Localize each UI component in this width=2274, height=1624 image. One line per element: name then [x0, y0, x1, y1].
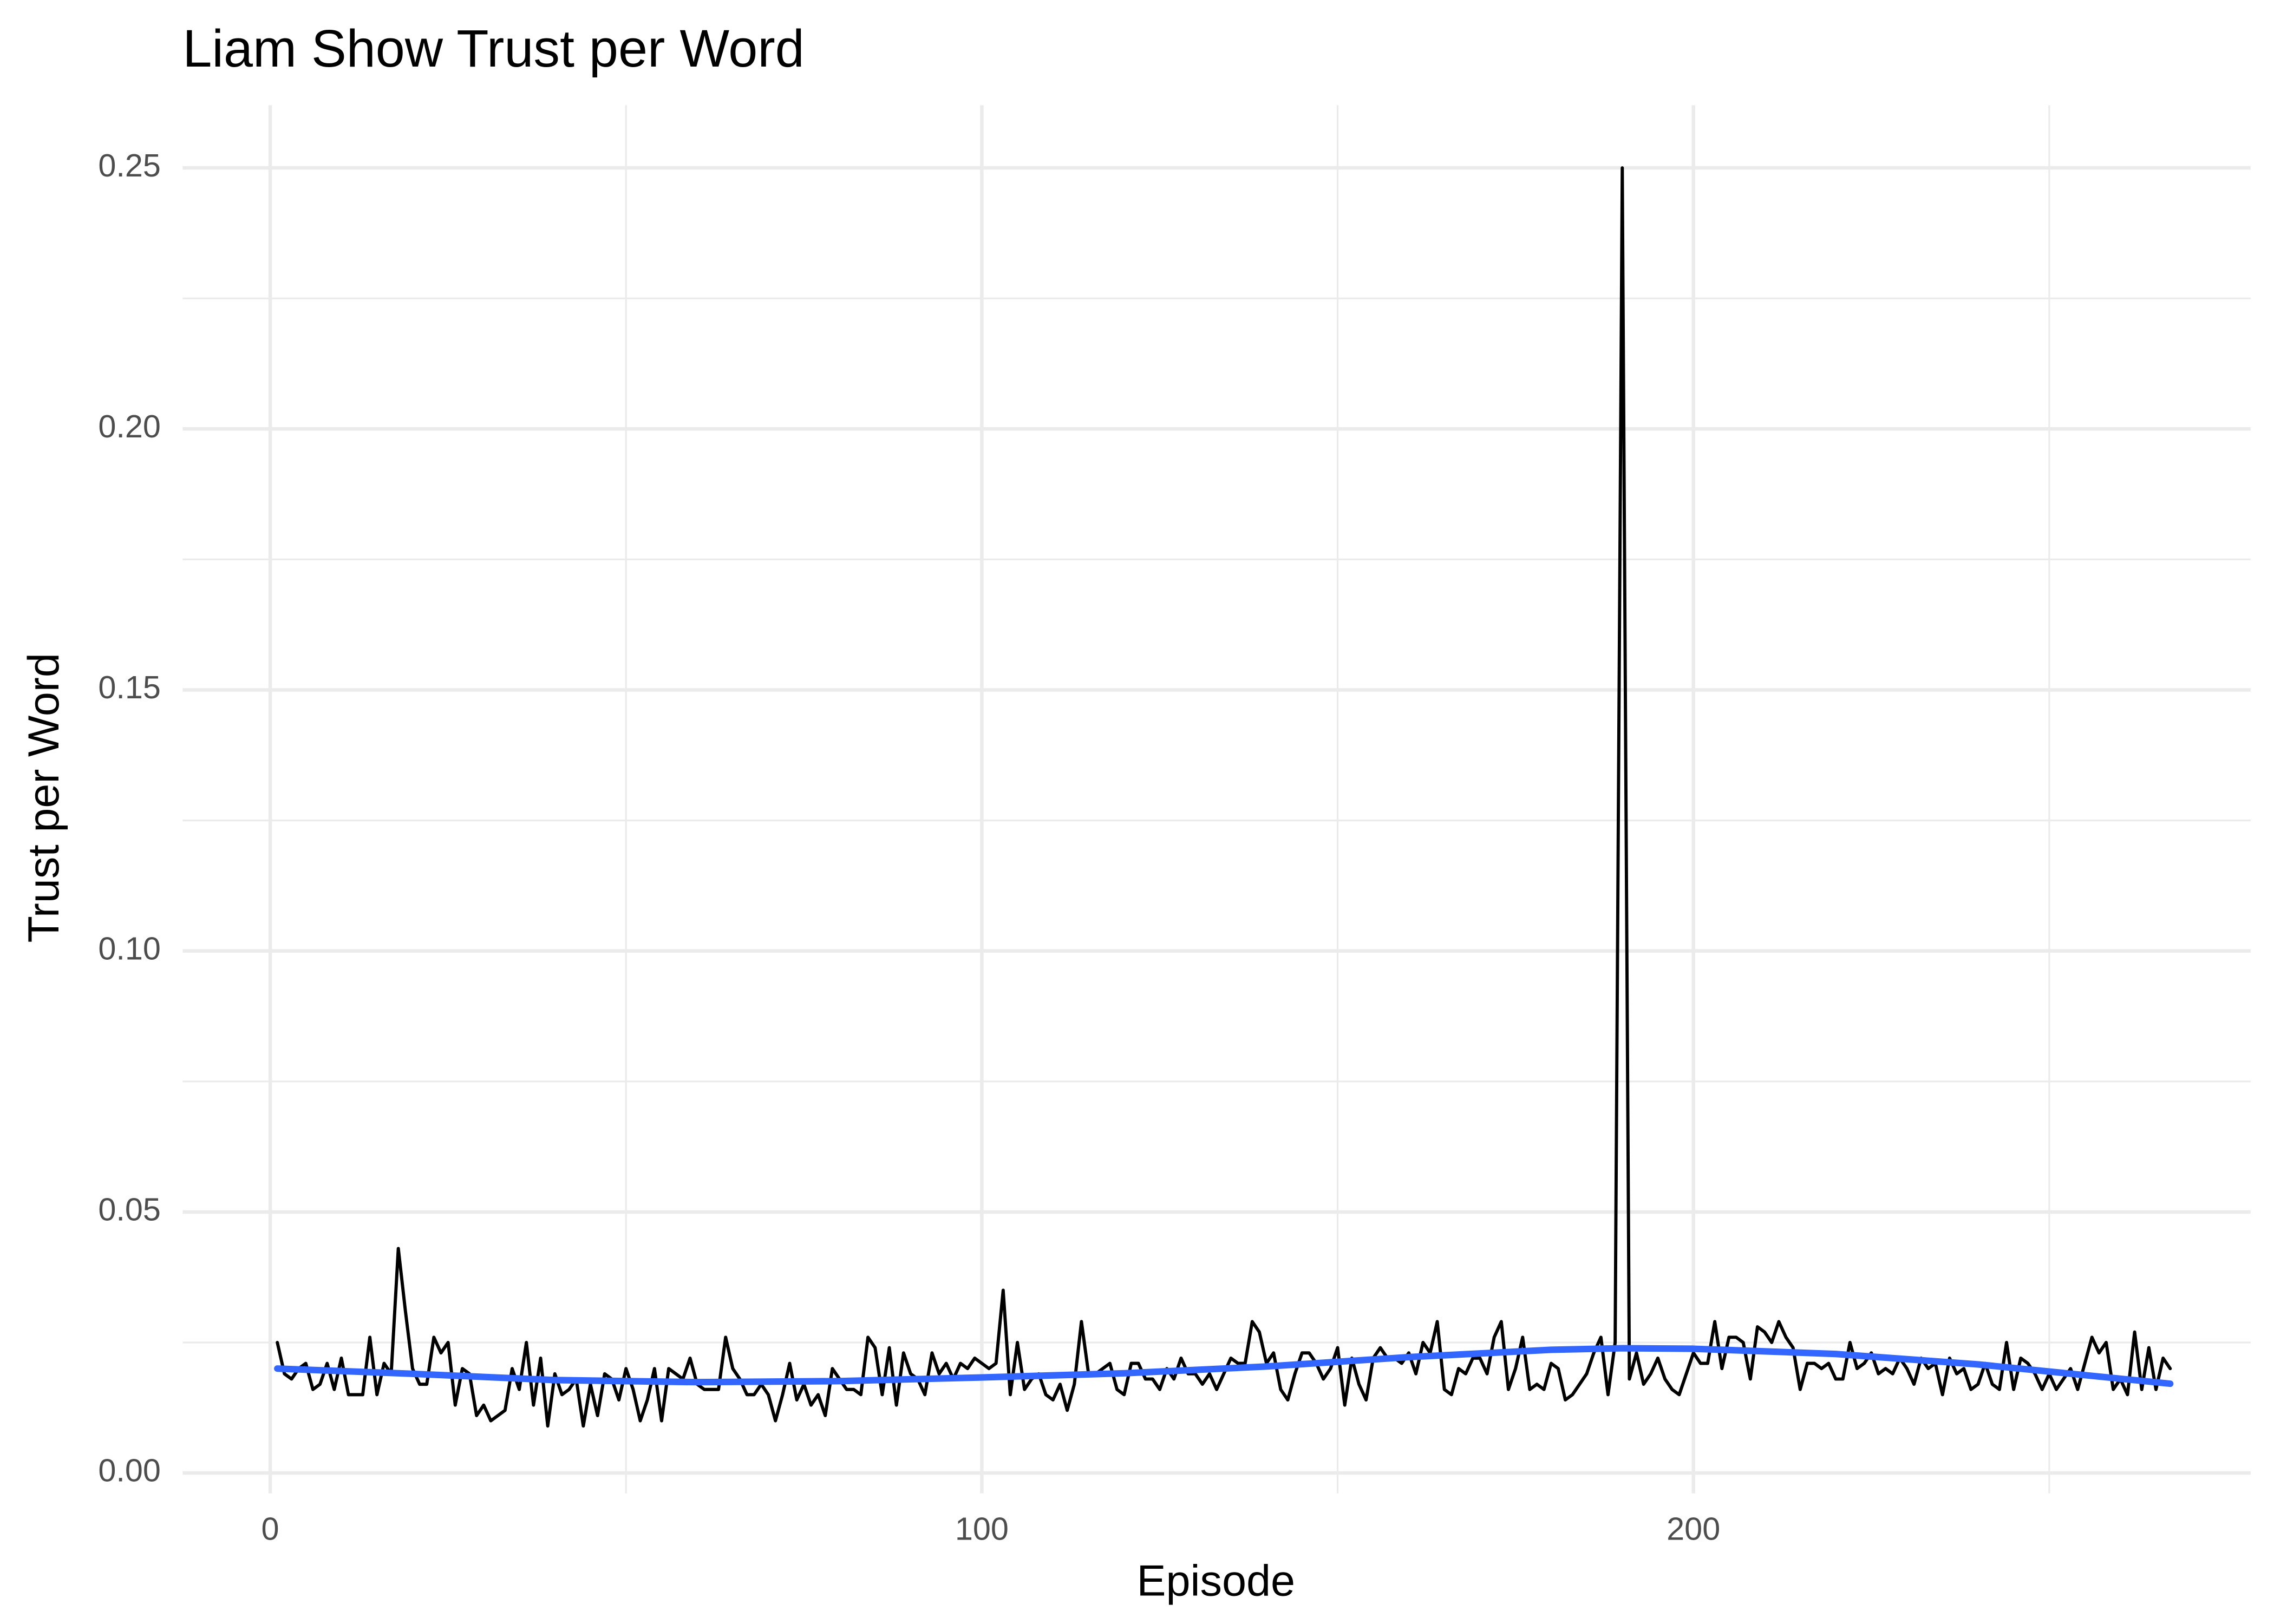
x-axis-title: Episode — [1136, 1556, 1295, 1605]
y-tick-label: 0.10 — [98, 930, 161, 966]
smooth-line — [274, 1345, 2174, 1387]
x-tick-label: 100 — [955, 1511, 1009, 1547]
x-tick-label: 0 — [262, 1511, 279, 1547]
y-tick-label: 0.25 — [98, 147, 161, 184]
y-tick-label: 0.05 — [98, 1191, 161, 1228]
y-axis-title: Trust per Word — [19, 653, 68, 942]
chart-title: Liam Show Trust per Word — [182, 19, 804, 78]
y-tick-label: 0.15 — [98, 669, 161, 705]
y-tick-label: 0.20 — [98, 408, 161, 444]
x-tick-label: 200 — [1667, 1511, 1720, 1547]
y-tick-label: 0.00 — [98, 1452, 161, 1489]
data-line — [276, 166, 2172, 1428]
